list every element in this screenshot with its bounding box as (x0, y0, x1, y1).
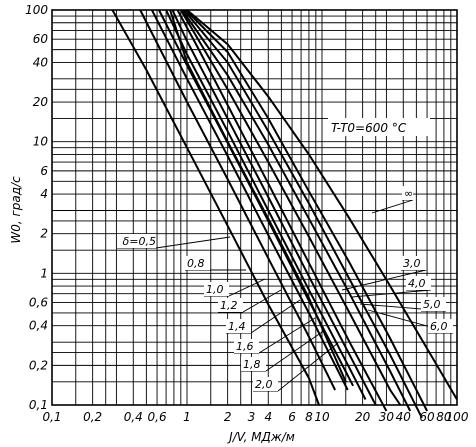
x-tick-label: 8 (305, 410, 313, 424)
curve-labels: δ=0,5 0,81,0 1,2 1,4 1,6 1,8 2,0 3,0 4,0 5,0 6,0 ∞ (117, 186, 453, 391)
y-tick-label: 2 (40, 227, 48, 241)
x-tick-label: 40 (396, 410, 412, 424)
series-curve (165, 9, 367, 400)
x-tick-label: 100 (446, 410, 469, 424)
x-tick-label: 10 (314, 410, 330, 424)
y-tick-label: 40 (33, 55, 49, 69)
series-curve (139, 9, 336, 391)
curve-label: 1,6 (236, 340, 254, 353)
y-tick-label: 100 (25, 3, 48, 17)
series-curve (158, 9, 354, 387)
curve-label: 1,8 (243, 358, 261, 371)
curve-label: 5,0 (423, 298, 441, 311)
y-tick-label: 60 (33, 32, 49, 46)
series-curve (183, 9, 423, 419)
x-tick-label: 6 (288, 410, 296, 424)
label-leader (277, 342, 339, 392)
x-tick-label: 60 (419, 410, 435, 424)
y-axis-title: W0, град/с (9, 176, 23, 244)
x-tick-label: 0,4 (124, 410, 143, 424)
curve-label: 6,0 (430, 320, 448, 333)
series-curve (171, 9, 377, 406)
x-tick-label: 3 (248, 410, 256, 424)
temperature-annotation: T-T0=600 °C (331, 121, 407, 135)
x-tick-label: 80 (436, 410, 452, 424)
x-axis-title: J/V, МДж/м (227, 430, 295, 444)
curve-label: δ=0,5 (123, 235, 156, 248)
label-leader (155, 236, 231, 249)
series-curve (151, 9, 349, 391)
y-tick-label: 6 (40, 164, 48, 178)
x-tick-label: 0,1 (42, 410, 61, 424)
y-tick-label: 0,6 (29, 296, 48, 310)
curve-label: 0,8 (187, 257, 205, 270)
label-leader (228, 278, 266, 297)
y-tick-label: 10 (33, 135, 49, 149)
x-tick-label: 0,6 (148, 410, 167, 424)
x-tick-label: 1 (183, 410, 191, 424)
curve-label: ∞ (404, 187, 413, 200)
y-tick-label: 20 (33, 95, 49, 109)
y-tick-label: 0,2 (29, 358, 48, 372)
label-leader (250, 299, 301, 334)
curve-label: 2,0 (255, 378, 273, 391)
label-leader (371, 199, 414, 214)
tick-labels: 0,1 0,2 0,4 0,6 1 2 3 4 6 8 10 20 30 40 60 801001006040… (25, 3, 469, 424)
label-leader (351, 289, 432, 298)
plot-frame (51, 9, 458, 406)
x-tick-label: 2 (224, 410, 232, 424)
label-leader (341, 269, 427, 291)
x-tick-label: 20 (355, 410, 371, 424)
x-tick-label: 0,2 (83, 410, 102, 424)
series-curve (176, 9, 388, 412)
series-curve (179, 9, 402, 406)
label-leader (265, 329, 326, 372)
x-tick-label: 4 (264, 410, 272, 424)
series-curve (186, 9, 458, 401)
series-curve (111, 9, 320, 406)
curve-label: 1,0 (206, 283, 224, 296)
x-tick-label: 30 (379, 410, 395, 424)
curve-label: 1,4 (228, 320, 246, 333)
y-tick-label: 4 (40, 187, 48, 201)
curve-label: 3,0 (403, 257, 421, 270)
y-tick-label: 1 (40, 266, 48, 280)
label-leader (258, 317, 316, 354)
curve-label: 4,0 (408, 277, 426, 290)
series-curve (181, 9, 412, 412)
curves (111, 9, 458, 419)
series-curve (185, 9, 428, 412)
label-leader (242, 289, 282, 313)
y-tick-label: 0,4 (29, 319, 48, 333)
curve-label: 1,2 (220, 299, 238, 312)
y-tick-label: 0,1 (29, 398, 48, 412)
